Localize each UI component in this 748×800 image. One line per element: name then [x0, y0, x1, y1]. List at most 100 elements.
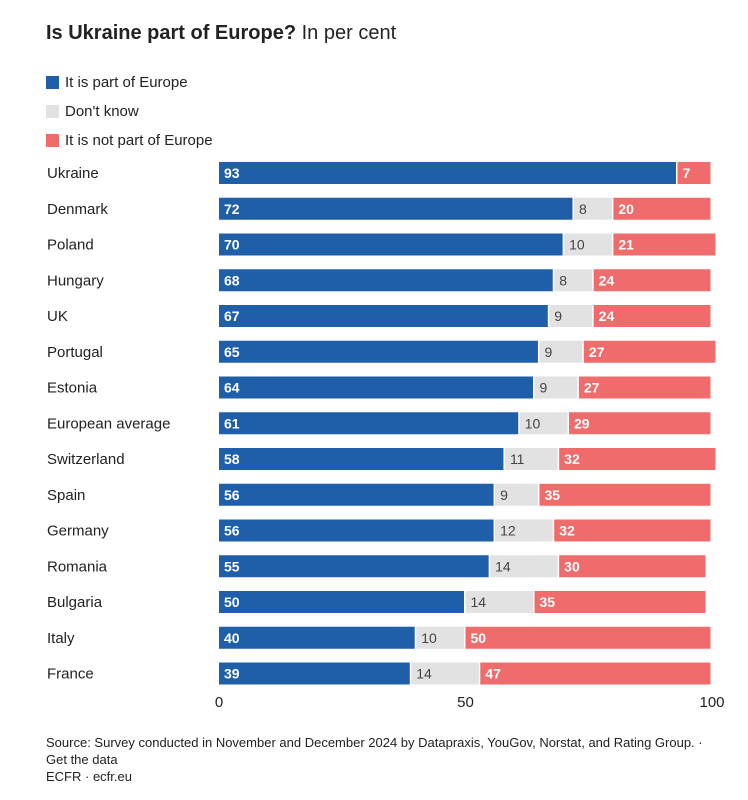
bar-dont-know-germany — [495, 519, 553, 542]
bar-not-part-estonia — [578, 376, 711, 399]
value-label-part-european-average: 61 — [224, 415, 240, 431]
bar-part-poland — [219, 233, 563, 256]
bar-dont-know-italy — [416, 626, 464, 649]
category-label-germany: Germany — [47, 523, 109, 540]
bar-part-germany — [219, 519, 494, 542]
value-label-dont-know-italy: 10 — [421, 630, 437, 646]
value-label-not-part-portugal: 27 — [589, 344, 605, 360]
value-label-part-poland: 70 — [224, 237, 240, 253]
x-tick-label-0: 0 — [215, 694, 223, 711]
value-label-not-part-spain: 35 — [544, 487, 560, 503]
bar-not-part-ukraine — [677, 162, 711, 184]
stacked-bar-chart: Ukraine 93 7 Denmark 72 8 20 Poland 70 10 21 Hungar… — [47, 162, 725, 711]
bar-part-switzerland — [219, 448, 504, 470]
value-label-dont-know-germany: 12 — [500, 523, 516, 539]
value-label-part-uk: 67 — [224, 308, 240, 324]
bar-not-part-european-average — [569, 412, 711, 435]
category-label-france: France — [47, 666, 94, 683]
value-label-part-romania: 55 — [224, 558, 240, 574]
value-label-part-ukraine: 93 — [224, 165, 240, 181]
value-label-dont-know-european-average: 10 — [525, 415, 541, 431]
legend-item-not-part: It is not part of Europe — [46, 126, 213, 155]
category-label-portugal: Portugal — [47, 344, 103, 361]
source-text: Source: Survey conducted in November and… — [46, 735, 695, 750]
chart-subtitle: In per cent — [301, 22, 397, 44]
value-label-not-part-poland: 21 — [618, 237, 634, 253]
bar-not-part-denmark — [613, 197, 711, 220]
bar-part-ukraine — [219, 162, 676, 184]
category-label-poland: Poland — [47, 237, 94, 254]
value-label-not-part-denmark: 20 — [618, 201, 634, 217]
value-label-not-part-switzerland: 32 — [564, 451, 580, 467]
bar-dont-know-poland — [564, 233, 612, 256]
source-separator: · — [694, 735, 703, 750]
bar-not-part-poland — [613, 233, 716, 256]
value-label-dont-know-portugal: 9 — [544, 344, 552, 360]
bar-dont-know-france — [411, 662, 479, 685]
get-data-link[interactable]: Get the data — [46, 752, 118, 767]
legend-swatch-dont-know — [46, 105, 59, 118]
bar-not-part-romania — [559, 555, 706, 578]
legend: It is part of Europe Don't know It is no… — [46, 68, 213, 155]
value-label-dont-know-france: 14 — [416, 666, 432, 682]
bar-dont-know-hungary — [554, 269, 593, 292]
value-label-part-switzerland: 58 — [224, 451, 240, 467]
bar-not-part-switzerland — [559, 448, 716, 470]
value-label-not-part-italy: 50 — [471, 630, 487, 646]
value-label-dont-know-poland: 10 — [569, 237, 585, 253]
bar-dont-know-estonia — [534, 376, 578, 399]
value-label-dont-know-switzerland: 11 — [510, 451, 525, 467]
value-label-dont-know-spain: 9 — [500, 487, 508, 503]
bar-dont-know-european-average — [519, 412, 568, 435]
value-label-dont-know-estonia: 9 — [540, 380, 548, 396]
bar-not-part-italy — [465, 626, 711, 649]
category-label-switzerland: Switzerland — [47, 451, 125, 468]
bar-dont-know-portugal — [539, 340, 583, 363]
value-label-dont-know-romania: 14 — [495, 558, 511, 574]
category-label-romania: Romania — [47, 558, 108, 575]
bar-dont-know-switzerland — [504, 448, 558, 470]
category-label-bulgaria: Bulgaria — [47, 594, 103, 611]
credit-line: ECFR · ecfr.eu — [46, 769, 132, 784]
value-label-dont-know-bulgaria: 14 — [471, 594, 487, 610]
value-label-not-part-hungary: 24 — [599, 272, 615, 288]
category-label-european-average: European average — [47, 415, 170, 432]
legend-label-part: It is part of Europe — [65, 74, 188, 91]
category-label-italy: Italy — [47, 630, 75, 647]
bar-not-part-france — [480, 662, 711, 685]
value-label-dont-know-uk: 9 — [554, 308, 562, 324]
value-label-part-estonia: 64 — [224, 380, 240, 396]
x-tick-label-100: 100 — [699, 694, 724, 711]
bar-part-spain — [219, 483, 494, 506]
bar-part-european-average — [219, 412, 519, 435]
category-label-hungary: Hungary — [47, 272, 104, 289]
chart-title-row: Is Ukraine part of Europe? In per cent — [46, 22, 396, 45]
bar-dont-know-bulgaria — [465, 591, 534, 613]
bar-not-part-hungary — [593, 269, 711, 292]
category-label-spain: Spain — [47, 487, 85, 504]
legend-swatch-part — [46, 76, 59, 89]
value-label-part-hungary: 68 — [224, 272, 240, 288]
bar-dont-know-romania — [490, 555, 558, 578]
value-label-part-spain: 56 — [224, 487, 240, 503]
bar-dont-know-spain — [495, 483, 538, 506]
value-label-part-italy: 40 — [224, 630, 240, 646]
value-label-part-denmark: 72 — [224, 201, 240, 217]
bar-part-romania — [219, 555, 489, 578]
value-label-part-bulgaria: 50 — [224, 594, 240, 610]
value-label-not-part-uk: 24 — [599, 308, 615, 324]
bar-part-denmark — [219, 197, 573, 220]
chart-title: Is Ukraine part of Europe? — [46, 22, 297, 44]
bar-not-part-bulgaria — [534, 591, 706, 613]
value-label-dont-know-denmark: 8 — [579, 201, 587, 217]
footer: Source: Survey conducted in November and… — [46, 734, 706, 785]
value-label-not-part-france: 47 — [485, 666, 501, 682]
bar-dont-know-denmark — [573, 197, 612, 220]
legend-item-dont-know: Don't know — [46, 97, 213, 126]
bar-dont-know-uk — [549, 305, 593, 327]
value-label-not-part-ukraine: 7 — [682, 165, 690, 181]
bar-part-hungary — [219, 269, 553, 292]
bar-not-part-uk — [593, 305, 711, 327]
legend-item-part: It is part of Europe — [46, 68, 213, 97]
bar-part-italy — [219, 626, 415, 649]
